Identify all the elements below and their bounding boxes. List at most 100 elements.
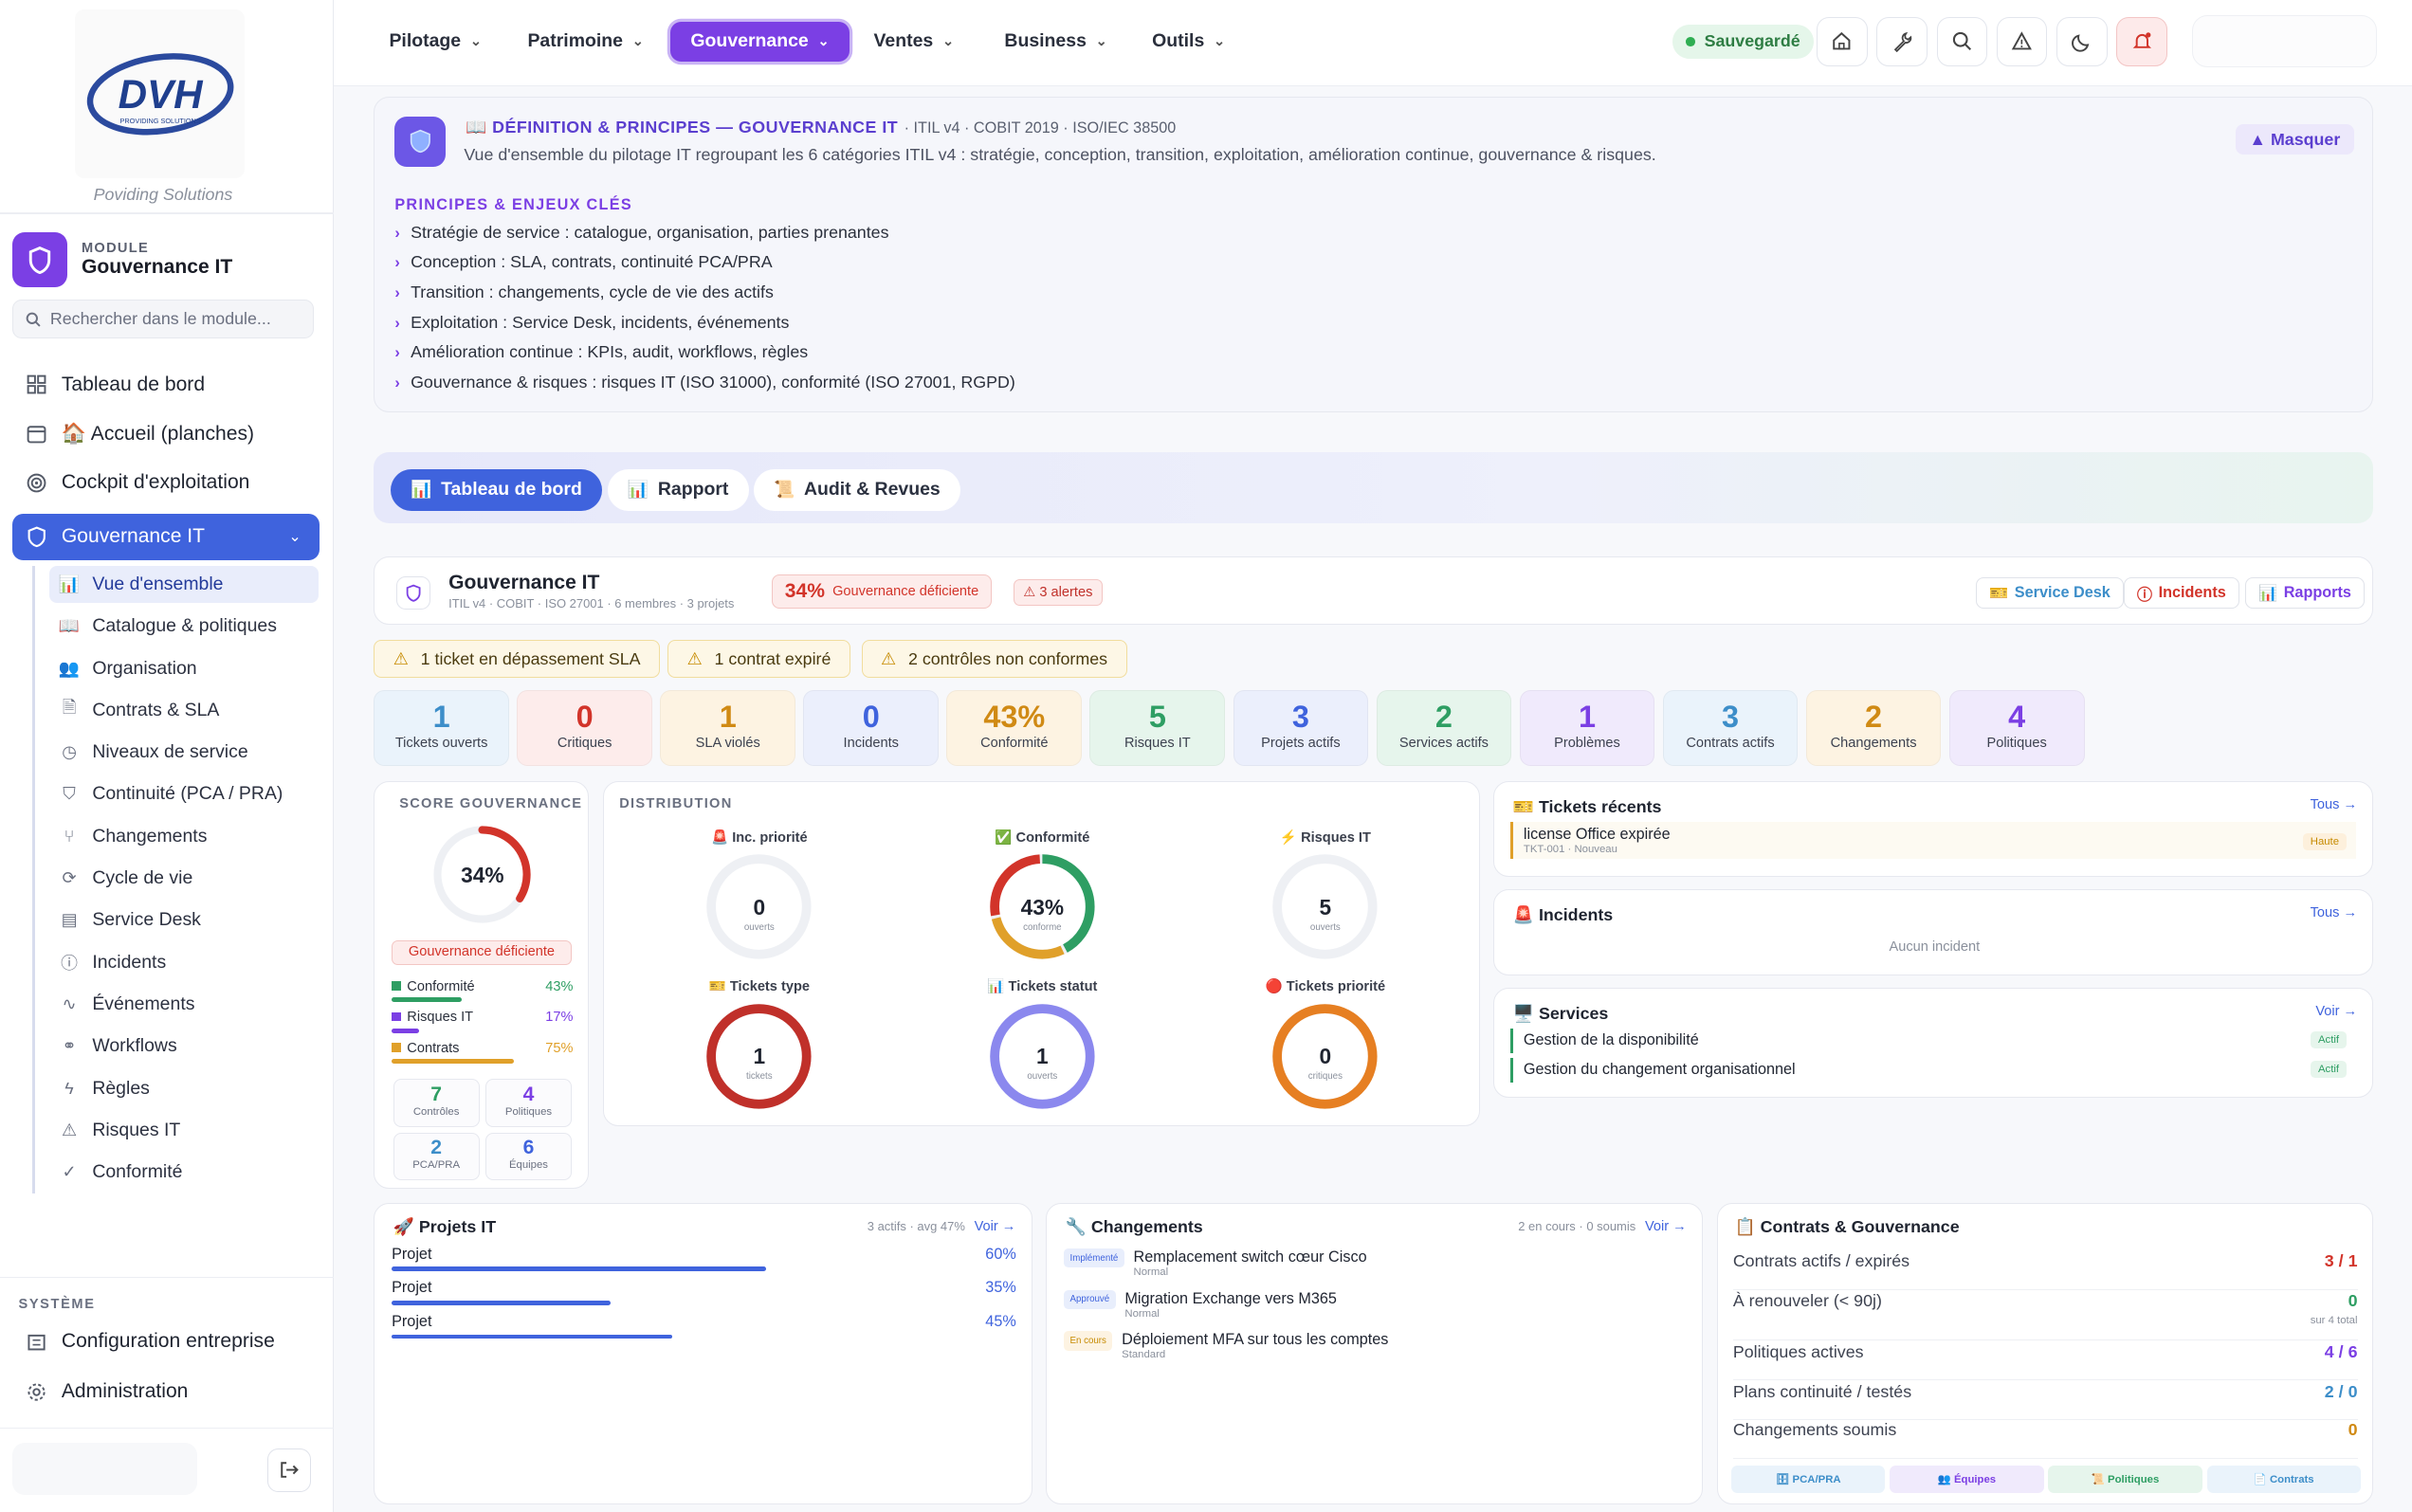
kpi-card[interactable]: 0 Critiques [517,690,653,766]
change-row[interactable]: Approuvé Migration Exchange vers M365 Norm… [1064,1289,1337,1320]
score-stat: 4 Politiques [485,1079,572,1127]
notifications-button[interactable] [2116,16,2167,66]
changes-link[interactable]: Voir → [1644,1218,1687,1234]
nav-item-dashboard[interactable]: Tableau de bord [12,363,320,406]
home-button[interactable] [1817,16,1868,66]
kpi-card[interactable]: 2 Changements [1805,690,1942,766]
kpi-card[interactable]: 2 Services actifs [1376,690,1512,766]
subnav-item[interactable]: 📊 Vue d'ensemble [48,566,319,603]
projects-link[interactable]: Voir → [974,1218,1016,1234]
contracts-action-button[interactable]: 👥 Équipes [1890,1465,2044,1493]
service-row[interactable]: Gestion de la disponibilité Actif [1509,1028,2356,1053]
brand-tagline: Poviding Solutions [93,184,233,204]
subnav-item[interactable]: ⟳ Cycle de vie [49,860,319,897]
subnav-item[interactable]: ⚭ Workflows [49,1028,319,1065]
subnav-item[interactable]: 📖 Catalogue & politiques [49,608,319,645]
services-link[interactable]: Voir → [2315,1003,2358,1019]
ticket-row[interactable]: license Office expirée TKT-001 · Nouveau… [1509,822,2356,860]
tools-button[interactable] [1876,16,1928,66]
subnav-item[interactable]: 👥 Organisation [49,650,319,687]
subnav-item[interactable]: ⚠ Risques IT [49,1112,319,1149]
contracts-action-button[interactable]: 📄 Contrats [2206,1465,2361,1493]
principles-label: PRINCIPES & ENJEUX CLÉS [394,196,632,214]
search-button[interactable] [1936,16,1988,66]
subnav-label: Changements [92,825,208,847]
company-logo[interactable]: DVH PROVIDING SOLUTIONS [75,9,245,179]
subnav-item[interactable]: ✓ Conformité [49,1154,319,1191]
nav-item-cockpit[interactable]: Cockpit d'exploitation [12,462,320,504]
service-desk-button[interactable]: 🎫 Service Desk [1976,577,2124,609]
recent-tickets-link[interactable]: Tous → [2310,797,2358,813]
shield-icon [25,526,49,548]
kpi-value: 3 [1291,699,1309,734]
donut-sublabel: ouverts [743,921,775,933]
tab-dashboard[interactable]: 📊 Tableau de bord [391,468,602,511]
nav-item-administration[interactable]: Administration [12,1371,320,1413]
reports-button[interactable]: 📊 Rapports [2245,577,2365,609]
kpi-card[interactable]: 3 Projets actifs [1233,690,1369,766]
kpi-card[interactable]: 5 Risques IT [1089,690,1226,766]
contracts-action-button[interactable]: 🗄 PCA/PRA [1731,1465,1886,1493]
user-profile[interactable] [11,1442,197,1495]
change-type: Normal [1133,1266,1169,1278]
kpi-card[interactable]: 43% Conformité [946,690,1083,766]
donut-chart [706,1003,812,1109]
incidents-empty: Aucun incident [1889,938,1981,955]
git-icon: ⑂ [64,826,75,846]
subnav-item[interactable]: ▤ Service Desk [49,902,319,938]
incidents-link[interactable]: Tous → [2310,904,2358,920]
warning-sla[interactable]: ⚠ 1 ticket en dépassement SLA [374,639,661,679]
nav-item-home-boards[interactable]: 🏠 Accueil (planches) [12,412,320,455]
bolt-icon: ϟ [64,1078,74,1098]
check-circle-icon: ✓ [62,1162,77,1182]
tab-audit[interactable]: 📜 Audit & Revues [753,468,960,511]
topnav-ventes[interactable]: Ventes ⌄ [853,22,974,62]
alerts-badge[interactable]: ⚠ 3 alertes [1013,579,1104,606]
donut-sublabel: ouverts [1309,921,1341,933]
subnav-item[interactable]: ⛉ Continuité (PCA / PRA) [49,776,319,813]
project-row[interactable]: Projet 60% [392,1246,1016,1273]
subnav-item[interactable]: ◷ Niveaux de service [49,734,319,771]
subnav-item[interactable]: ∿ Événements [49,986,319,1023]
contracts-action-button[interactable]: 📜 Politiques [2048,1465,2202,1493]
warning-contract[interactable]: ⚠ 1 contrat expiré [667,639,850,679]
kpi-card[interactable]: 1 SLA violés [660,690,796,766]
project-row[interactable]: Projet 45% [392,1313,1016,1340]
contract-stat-label: Politiques actives [1732,1341,1864,1361]
topnav-outils[interactable]: Outils ⌄ [1132,22,1245,62]
incidents-button[interactable]: ⓘ Incidents [2123,577,2239,609]
topnav-patrimoine[interactable]: Patrimoine ⌄ [507,22,664,62]
subnav-item[interactable]: ϟ Règles [49,1070,319,1107]
change-row[interactable]: Implémenté Remplacement switch cœur Cisco… [1064,1248,1367,1278]
hide-definition-button[interactable]: ▲ Masquer [2235,123,2354,155]
alerts-button[interactable] [1996,16,2048,66]
project-row[interactable]: Projet 35% [392,1279,1016,1306]
subnav-label: Continuité (PCA / PRA) [92,783,283,805]
topnav-gouvernance[interactable]: Gouvernance ⌄ [670,21,850,62]
logout-button[interactable] [267,1448,311,1492]
service-row[interactable]: Gestion du changement organisationnel Ac… [1509,1057,2356,1083]
score-card-label: SCORE GOUVERNANCE [399,795,583,811]
topnav-business[interactable]: Business ⌄ [984,22,1127,62]
topnav-pilotage[interactable]: Pilotage ⌄ [369,22,502,62]
kpi-card[interactable]: 1 Problèmes [1519,690,1655,766]
nav-item-company-config[interactable]: Configuration entreprise [12,1320,320,1362]
dark-mode-toggle[interactable] [2056,16,2108,66]
subnav-item[interactable]: 🗎 Contrats & SLA [49,692,319,729]
subnav-item[interactable]: ⓘ Incidents [49,944,319,981]
kpi-card[interactable]: 4 Politiques [1948,690,2085,766]
change-info: Migration Exchange vers M365 Normal [1124,1290,1337,1320]
kpi-card[interactable]: 1 Tickets ouverts [374,690,509,766]
kpi-card[interactable]: 3 Contrats actifs [1662,690,1799,766]
subnav-item[interactable]: ⑂ Changements [49,818,319,855]
subnav-label: Événements [92,993,195,1014]
tab-report[interactable]: 📊 Rapport [607,468,749,511]
project-progress-bar [392,1266,767,1272]
button-label: Incidents [2158,584,2226,602]
user-menu[interactable] [2191,15,2377,68]
change-row[interactable]: En cours Déploiement MFA sur tous les com… [1064,1331,1388,1360]
kpi-card[interactable]: 0 Incidents [803,690,940,766]
warning-controls[interactable]: ⚠ 2 contrôles non conformes [861,639,1127,679]
nav-item-governance[interactable]: Gouvernance IT ⌄ [11,513,320,560]
module-search-input[interactable]: Rechercher dans le module... [11,300,314,338]
